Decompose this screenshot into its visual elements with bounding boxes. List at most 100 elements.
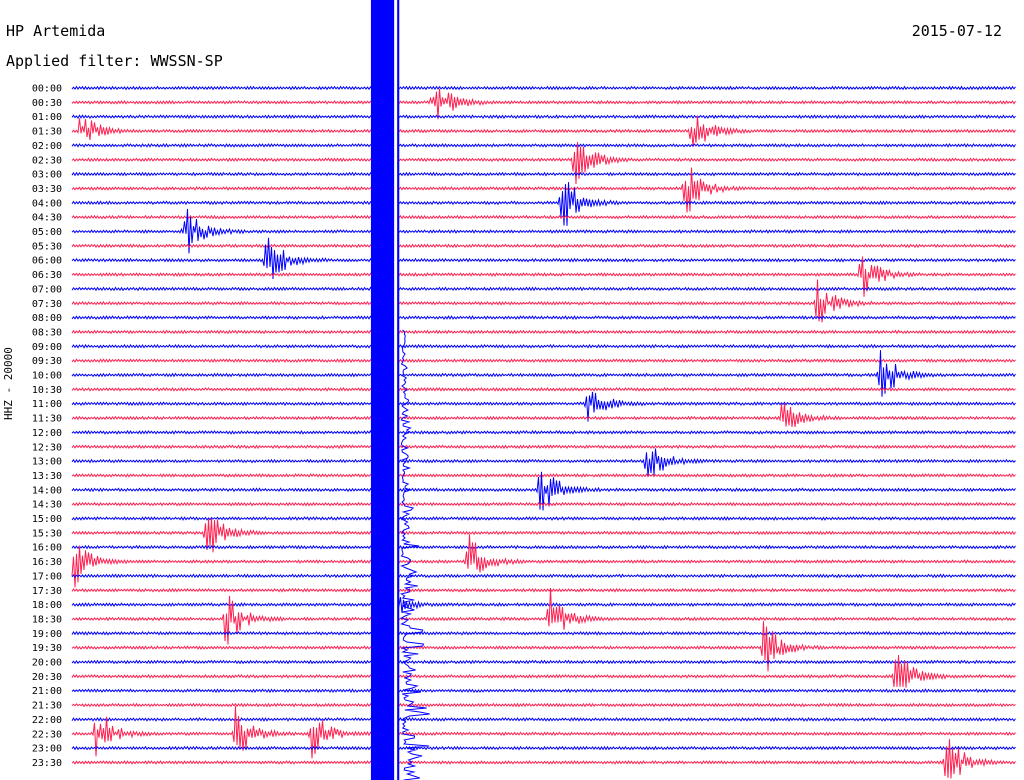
band-gap (394, 0, 398, 780)
time-tick-label: 00:00 (32, 84, 62, 95)
trace-line (71, 429, 1016, 435)
trace-line (71, 286, 1016, 292)
trace-line (71, 403, 1016, 428)
time-tick-label: 01:30 (32, 127, 62, 138)
trace-line (71, 167, 1016, 213)
trace-line (71, 142, 1016, 148)
trace-line (71, 256, 1016, 297)
time-tick-label: 08:30 (32, 327, 62, 338)
trace-line (71, 115, 1016, 148)
trace-line (71, 573, 1016, 579)
time-tick-label: 11:30 (32, 414, 62, 425)
trace-line (71, 745, 1016, 751)
filter-label: Applied filter: WWSSN-SP (6, 52, 223, 70)
time-tick-label: 09:30 (32, 356, 62, 367)
trace-line (71, 630, 1016, 636)
trace-line (71, 534, 1016, 588)
time-tick-label: 19:00 (32, 629, 62, 640)
time-tick-label: 07:30 (32, 299, 62, 310)
time-tick-label: 06:30 (32, 270, 62, 281)
time-tick-label: 22:30 (32, 729, 62, 740)
time-tick-label: 15:00 (32, 514, 62, 525)
time-tick-label: 04:00 (32, 198, 62, 209)
time-tick-label: 18:00 (32, 600, 62, 611)
trace-line (71, 329, 1016, 335)
trace-line (71, 587, 1016, 645)
trace-line (71, 739, 1016, 779)
time-tick-label: 06:00 (32, 256, 62, 267)
trace-line (71, 706, 1016, 759)
time-tick-label: 08:00 (32, 313, 62, 324)
time-tick-label: 18:30 (32, 614, 62, 625)
trace-line (71, 350, 1016, 397)
time-tick-label: 16:00 (32, 543, 62, 554)
trace-line (71, 358, 1016, 364)
time-tick-label: 10:30 (32, 385, 62, 396)
trace-line (71, 243, 1016, 249)
trace-line (71, 182, 1016, 226)
time-tick-label: 12:00 (32, 428, 62, 439)
time-tick-label: 05:30 (32, 241, 62, 252)
trace-line (71, 386, 1016, 392)
trace-line (71, 85, 1016, 91)
time-tick-label: 21:00 (32, 686, 62, 697)
time-tick-label: 20:30 (32, 672, 62, 683)
trace-line (71, 655, 1016, 688)
time-tick-label: 10:00 (32, 371, 62, 382)
time-tick-label: 14:00 (32, 485, 62, 496)
time-tick-label: 17:30 (32, 586, 62, 597)
time-tick-label: 21:30 (32, 701, 62, 712)
trace-line (71, 659, 1016, 665)
trace-line (71, 88, 1016, 120)
time-tick-label: 13:00 (32, 457, 62, 468)
trace-line (71, 214, 1016, 220)
trace-line (71, 448, 1016, 477)
trace-line (71, 171, 1016, 177)
trace-line (71, 501, 1016, 507)
time-tick-label: 02:30 (32, 155, 62, 166)
time-tick-label: 04:30 (32, 213, 62, 224)
time-tick-label: 17:00 (32, 571, 62, 582)
time-tick-label: 03:00 (32, 170, 62, 181)
time-tick-label: 02:00 (32, 141, 62, 152)
trace-line (71, 702, 1016, 708)
coda-trace (399, 329, 430, 780)
trace-line (71, 279, 1016, 323)
time-tick-label: 12:30 (32, 442, 62, 453)
trace-line (71, 516, 1016, 521)
trace-line (71, 315, 1016, 321)
time-tick-label: 19:30 (32, 643, 62, 654)
time-tick-label: 22:00 (32, 715, 62, 726)
trace-line (71, 444, 1016, 450)
trace-line (71, 391, 1016, 422)
trace-line (71, 471, 1016, 511)
time-tick-label: 23:30 (32, 758, 62, 769)
trace-line (71, 688, 1016, 694)
time-tick-label: 05:00 (32, 227, 62, 238)
time-tick-label: 03:30 (32, 184, 62, 195)
time-tick-label: 23:00 (32, 744, 62, 755)
time-tick-label: 01:00 (32, 112, 62, 123)
time-tick-label: 00:30 (32, 98, 62, 109)
time-tick-label: 16:30 (32, 557, 62, 568)
time-tick-label: 13:30 (32, 471, 62, 482)
trace-line (71, 237, 1016, 280)
time-tick-label: 07:00 (32, 284, 62, 295)
time-tick-label: 14:30 (32, 500, 62, 511)
trace-line (71, 544, 1016, 550)
time-tick-label: 15:30 (32, 528, 62, 539)
date-label: 2015-07-12 (911, 22, 1002, 40)
trace-line (71, 587, 1016, 593)
trace-line (71, 114, 1016, 120)
time-tick-label: 11:00 (32, 399, 62, 410)
trace-line (71, 473, 1016, 478)
trace-line (71, 716, 1016, 722)
time-tick-label: 09:00 (32, 342, 62, 353)
trace-line (71, 142, 1016, 185)
trace-line (71, 343, 1016, 349)
trace-line (71, 587, 1016, 621)
trace-line (71, 208, 1016, 254)
time-tick-label: 20:00 (32, 658, 62, 669)
